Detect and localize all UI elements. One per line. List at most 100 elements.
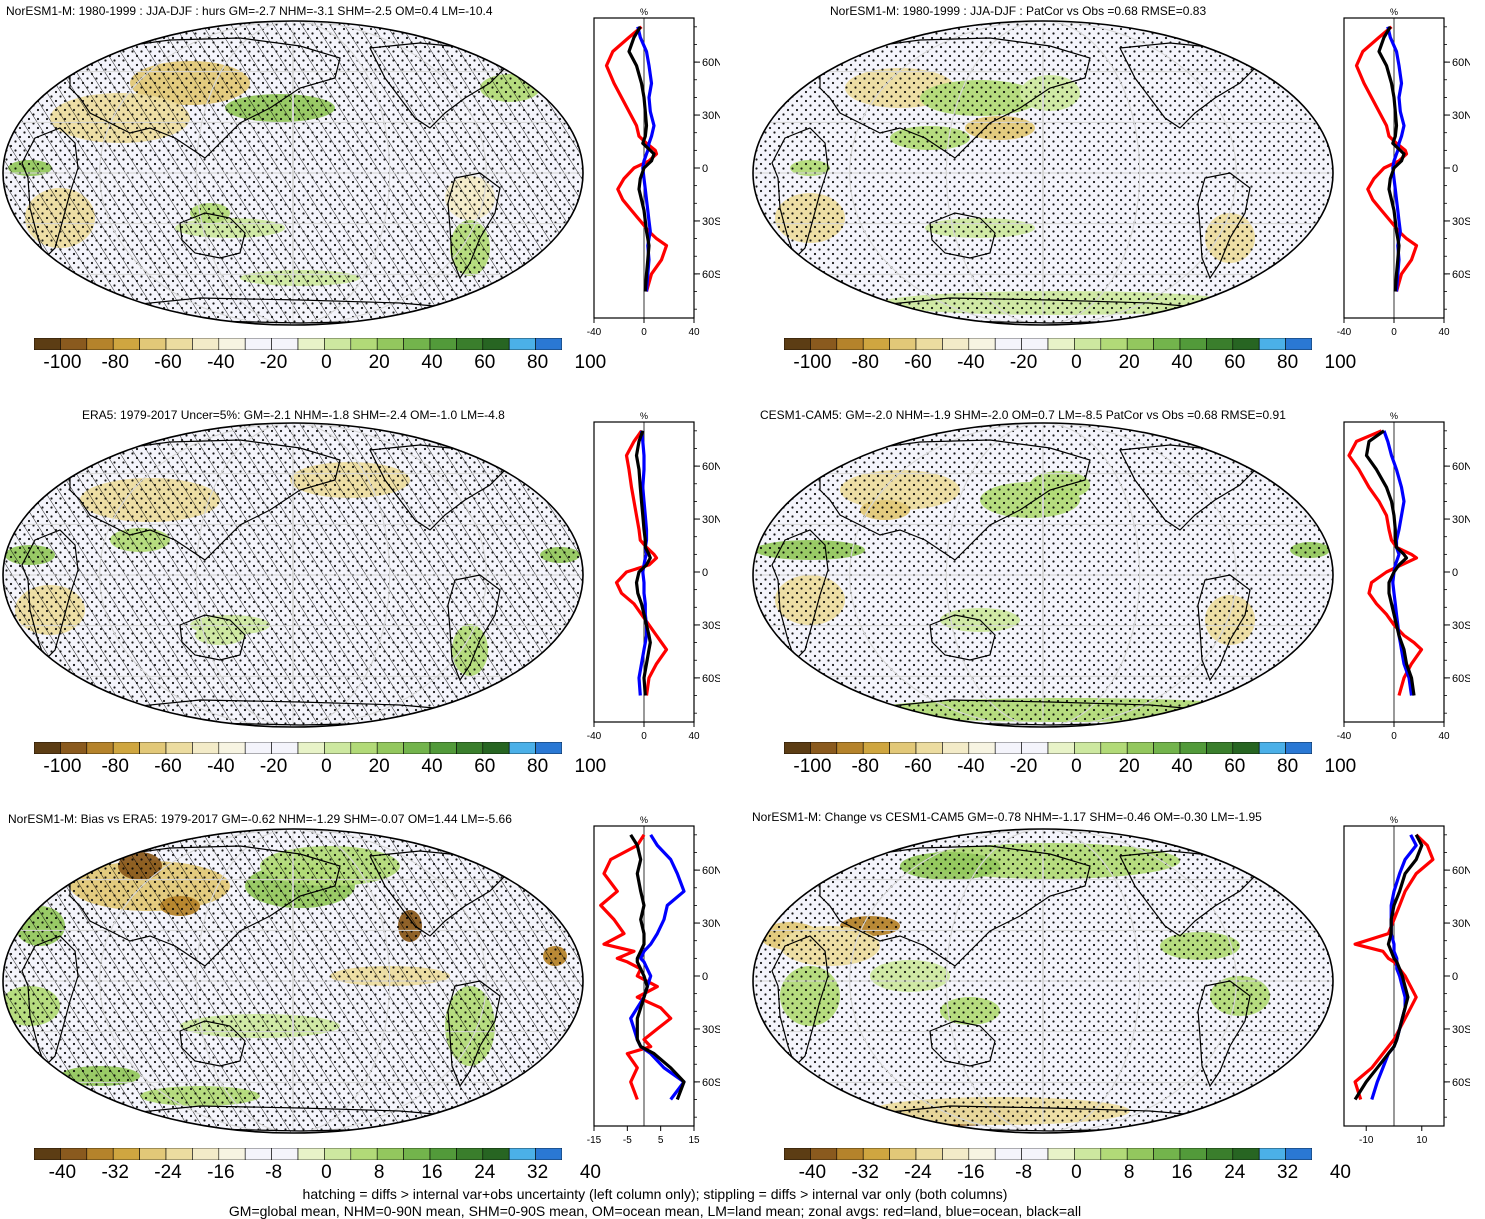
lat-tick-label: 60N <box>1452 865 1470 877</box>
lat-tick-label: 30N <box>1452 918 1470 930</box>
coastline <box>447 980 501 1088</box>
panel-title: NorESM1-M: 1980-1999 : JJA-DJF : PatCor … <box>830 4 1207 18</box>
lat-tick-label: 0 <box>1452 971 1458 983</box>
colorbar-cell <box>1047 338 1075 350</box>
coastline <box>771 529 829 662</box>
graticule-line <box>99 21 487 325</box>
x-tick-label: -5 <box>623 1135 632 1146</box>
lat-tick-label: 30S <box>1452 1024 1470 1036</box>
panel-title: NorESM1-M: 1980-1999 : JJA-DJF : hurs GM… <box>6 4 493 18</box>
colorbar-label: 40 <box>421 352 443 373</box>
x-tick-label: -15 <box>587 1135 602 1146</box>
colorbar-cell <box>1100 742 1128 754</box>
colorbar-cell <box>810 742 838 754</box>
unit-label: % <box>640 815 648 825</box>
colorbar-label: 0 <box>321 1162 332 1183</box>
colorbar-label: 80 <box>1277 352 1299 373</box>
colorbar-cell <box>862 338 890 350</box>
colorbar-cell <box>60 338 88 350</box>
colorbar-label: -16 <box>207 1162 235 1183</box>
colorbar-label: 80 <box>527 352 549 373</box>
colorbar-cell <box>218 1148 246 1160</box>
graticule-line <box>945 829 1141 1133</box>
colorbar-cell <box>836 338 864 350</box>
colorbar-cell <box>1232 742 1260 754</box>
colorbar-cell <box>1258 742 1286 754</box>
lat-tick-label: 60S <box>1452 673 1470 685</box>
zonal-mean-plot: % 60N 30N 0 30S 60S -40 0 40 <box>1337 411 1470 742</box>
footer-line-1: hatching = diffs > internal var+obs unce… <box>302 1186 1008 1202</box>
colorbar-cell <box>403 1148 431 1160</box>
colorbar-cell <box>112 338 140 350</box>
colorbar-cell <box>810 338 838 350</box>
colorbar-cell <box>915 742 943 754</box>
lat-tick-label: 30N <box>1452 110 1470 122</box>
graticule-line <box>292 423 294 727</box>
colorbar-label: 8 <box>373 1162 385 1183</box>
colorbar-cell <box>429 1148 457 1160</box>
colorbar-cell <box>34 1148 61 1160</box>
colorbar-cell <box>508 1148 536 1160</box>
panel-title: CESM1-CAM5: GM=-2.0 NHM=-1.9 SHM=-2.0 OM… <box>760 408 1286 422</box>
colorbar-cell <box>297 338 325 350</box>
zonal-mean-plot: % 60N 30N 0 30S 60S -40 0 40 <box>587 7 720 338</box>
lat-tick-label: 0 <box>702 163 708 175</box>
colorbar-cell <box>968 1148 996 1160</box>
colorbar-cell <box>836 1148 864 1160</box>
colorbar-cell <box>810 1148 838 1160</box>
zonal-series-land <box>614 429 669 696</box>
colorbar-label: -40 <box>48 1162 77 1183</box>
colorbar-label: -20 <box>259 756 288 777</box>
colorbar-label: 0 <box>1071 756 1082 777</box>
zonal-mean-plot: % 60N 30N 0 30S 60S -10 10 <box>1343 815 1470 1146</box>
colorbar-label: -20 <box>1009 756 1038 777</box>
colorbar-cell <box>482 1148 510 1160</box>
graticule-line <box>945 423 1141 727</box>
zonal-mean-plot: % 60N 30N 0 30S 60S -15 -5 5 15 <box>587 815 720 1146</box>
colorbar-label: -60 <box>154 756 182 777</box>
x-tick-label: 40 <box>1438 327 1450 338</box>
colorbar-label: -32 <box>851 1162 879 1183</box>
x-tick-label: 15 <box>688 1135 700 1146</box>
lat-tick-label: 60N <box>1452 57 1470 69</box>
lat-tick-label: 60S <box>702 1077 720 1089</box>
colorbar-cell <box>1047 742 1075 754</box>
colorbar-cell <box>1179 338 1207 350</box>
colorbar-cell <box>429 338 457 350</box>
colorbar-label: 0 <box>321 352 332 373</box>
lat-tick-label: 30S <box>1452 620 1470 632</box>
colorbar-label: 40 <box>579 1162 601 1183</box>
coastline <box>929 212 996 259</box>
colorbar-cell <box>34 338 61 350</box>
robinson-map <box>752 422 1334 728</box>
panel-title: NorESM1-M: Bias vs ERA5: 1979-2017 GM=-0… <box>8 812 512 826</box>
robinson-map <box>2 20 584 326</box>
graticule-line <box>195 21 391 325</box>
colorbar-label: 32 <box>527 1162 549 1183</box>
colorbar-cell <box>34 742 61 754</box>
colorbar-label: 20 <box>368 756 390 777</box>
colorbar-label: -40 <box>207 756 235 777</box>
colorbar-cell <box>112 1148 140 1160</box>
colorbar-label: 40 <box>1329 1162 1351 1183</box>
graticule-line <box>1042 423 1044 727</box>
colorbar-label: 20 <box>1118 756 1140 777</box>
colorbar <box>34 1148 562 1160</box>
colorbar-cell <box>1285 1148 1312 1160</box>
coastline <box>771 935 829 1068</box>
coastline <box>929 1020 996 1067</box>
colorbar-cell <box>1021 1148 1049 1160</box>
colorbar-label: 100 <box>574 756 607 777</box>
colorbar-cell <box>508 338 536 350</box>
colorbar-cell <box>1153 742 1181 754</box>
colorbar-cell <box>456 742 484 754</box>
colorbar-label: -80 <box>851 352 879 373</box>
colorbar-label: -100 <box>793 352 832 373</box>
colorbar-cell <box>535 338 562 350</box>
colorbar-label: -16 <box>957 1162 985 1183</box>
robinson-map <box>752 20 1334 326</box>
colorbar-cell <box>112 742 140 754</box>
colorbar-cell <box>1232 338 1260 350</box>
colorbar-label: 20 <box>368 352 390 373</box>
x-tick-label: 10 <box>1416 1135 1428 1146</box>
